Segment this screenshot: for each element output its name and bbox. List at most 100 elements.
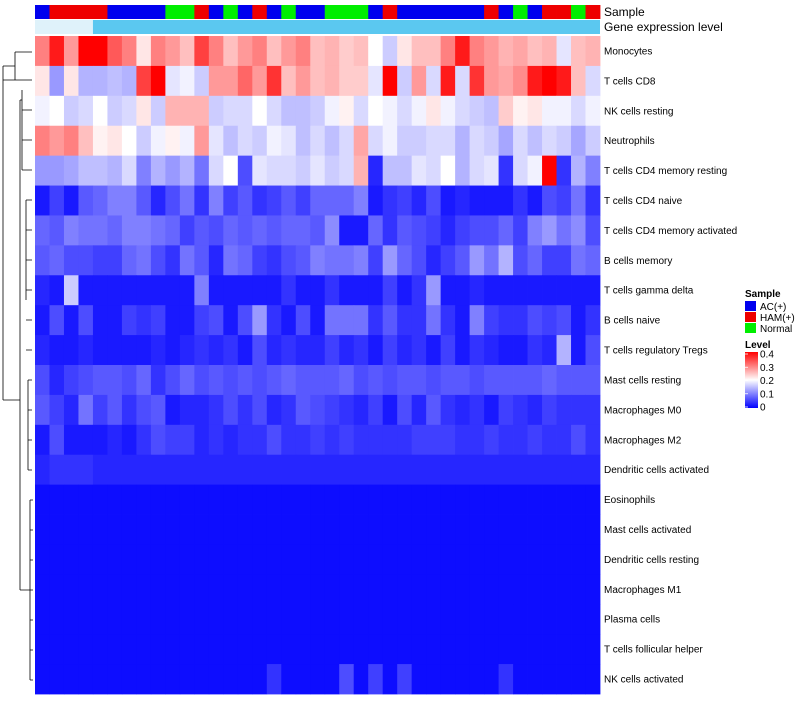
heatmap-cell — [513, 335, 528, 366]
legend-swatch — [745, 323, 756, 333]
heatmap-cell — [237, 95, 253, 127]
heatmap-cell — [440, 125, 456, 157]
heatmap-cell — [455, 514, 471, 545]
row-label: T cells follicular helper — [604, 645, 703, 656]
heatmap-cell — [411, 664, 427, 695]
heatmap-cell — [281, 125, 297, 157]
heatmap-cell — [339, 484, 355, 515]
heatmap-cell — [382, 305, 398, 336]
heatmap-cell — [440, 634, 456, 665]
heatmap-cell — [150, 36, 166, 67]
heatmap-cell — [571, 215, 586, 246]
heatmap-cell — [136, 484, 152, 515]
row-labels: Monocytes T cells CD8 NK cells resting Neut… — [604, 46, 737, 685]
heatmap-cell — [339, 634, 355, 665]
heatmap-cell — [194, 95, 210, 127]
heatmap-cell — [208, 454, 224, 486]
heatmap-cell — [498, 454, 514, 486]
heatmap-cell — [49, 424, 65, 456]
heatmap-cell — [35, 484, 50, 515]
heatmap-cell — [542, 245, 557, 276]
heatmap-cell — [382, 335, 398, 366]
heatmap-cell — [426, 514, 442, 545]
heatmap-cell — [324, 544, 340, 575]
heatmap-cell — [179, 454, 195, 486]
sample-annotation-cell — [368, 5, 384, 19]
heatmap-cell — [63, 185, 79, 216]
heatmap-cell — [542, 365, 557, 396]
heatmap-cell — [92, 424, 108, 456]
heatmap-cell — [498, 365, 514, 396]
heatmap-cell — [571, 65, 586, 97]
heatmap-cell — [324, 95, 340, 127]
sample-annotation-cell — [498, 5, 514, 19]
heatmap-cell — [281, 65, 297, 97]
heatmap-cell — [556, 664, 572, 695]
heatmap-cell — [78, 305, 94, 336]
heatmap-cell — [78, 514, 94, 545]
heatmap-cell — [194, 574, 210, 605]
heatmap-cell — [455, 275, 471, 306]
heatmap-cell — [107, 544, 123, 575]
heatmap-cell — [165, 65, 181, 97]
heatmap-cell — [281, 95, 297, 127]
heatmap-cell — [237, 245, 253, 276]
heatmap-cell — [121, 185, 137, 216]
heatmap-cell — [266, 275, 282, 306]
row-label: Macrophages M0 — [604, 405, 682, 416]
legend-label: HAM(+) — [760, 313, 795, 324]
heatmap-cell — [411, 155, 427, 186]
gene-annotation-label: Gene expression level — [604, 20, 723, 34]
heatmap-cell — [397, 335, 413, 366]
sample-annotation-label: Sample — [604, 5, 645, 19]
row-label: Mast cells resting — [604, 375, 681, 386]
heatmap-cell — [179, 95, 195, 127]
heatmap-cell — [49, 365, 65, 396]
heatmap-cell — [78, 155, 94, 186]
heatmap-cell — [92, 514, 108, 545]
heatmap-cell — [281, 185, 297, 216]
heatmap-cell — [585, 65, 601, 97]
heatmap-cell — [527, 95, 543, 127]
heatmap-cell — [49, 574, 65, 605]
dendrogram-branch — [2, 80, 30, 591]
dendrogram-branch — [19, 90, 32, 400]
heatmap-cell — [513, 305, 528, 336]
heatmap-cell — [527, 454, 543, 486]
heatmap-cell — [281, 484, 297, 515]
heatmap-cell — [310, 335, 326, 366]
heatmap-cell — [585, 484, 601, 515]
heatmap-cell — [165, 544, 181, 575]
heatmap-cell — [368, 664, 384, 695]
row-label: T cells CD4 memory resting — [604, 166, 727, 177]
heatmap-cell — [426, 155, 442, 186]
heatmap-cell — [136, 36, 152, 67]
heatmap-cell — [165, 365, 181, 396]
heatmap-cell — [252, 125, 268, 157]
heatmap-cell — [498, 275, 514, 306]
heatmap-cell — [513, 544, 528, 575]
heatmap-cell — [252, 664, 268, 695]
heatmap-cell — [63, 664, 79, 695]
heatmap-cell — [324, 215, 340, 246]
heatmap-cell — [107, 335, 123, 366]
heatmap-cell — [585, 544, 601, 575]
sample-annotation-cell — [78, 5, 94, 19]
heatmap-cell — [556, 155, 572, 186]
sample-annotation-cell — [223, 5, 239, 19]
heatmap-cell — [78, 484, 94, 515]
heatmap-cell — [49, 634, 65, 665]
heatmap-cell — [484, 634, 499, 665]
heatmap-cell — [208, 275, 224, 306]
heatmap-cell — [585, 394, 601, 426]
heatmap-cell — [49, 514, 65, 545]
row-label: Dendritic cells resting — [604, 555, 699, 566]
heatmap-cell — [469, 335, 485, 366]
heatmap-cell — [324, 424, 340, 456]
dendrogram-branch — [25, 199, 32, 351]
heatmap-cell — [295, 634, 311, 665]
heatmap-cell — [252, 454, 268, 486]
heatmap-cell — [179, 664, 195, 695]
heatmap-cell — [179, 484, 195, 515]
heatmap-cell — [440, 544, 456, 575]
